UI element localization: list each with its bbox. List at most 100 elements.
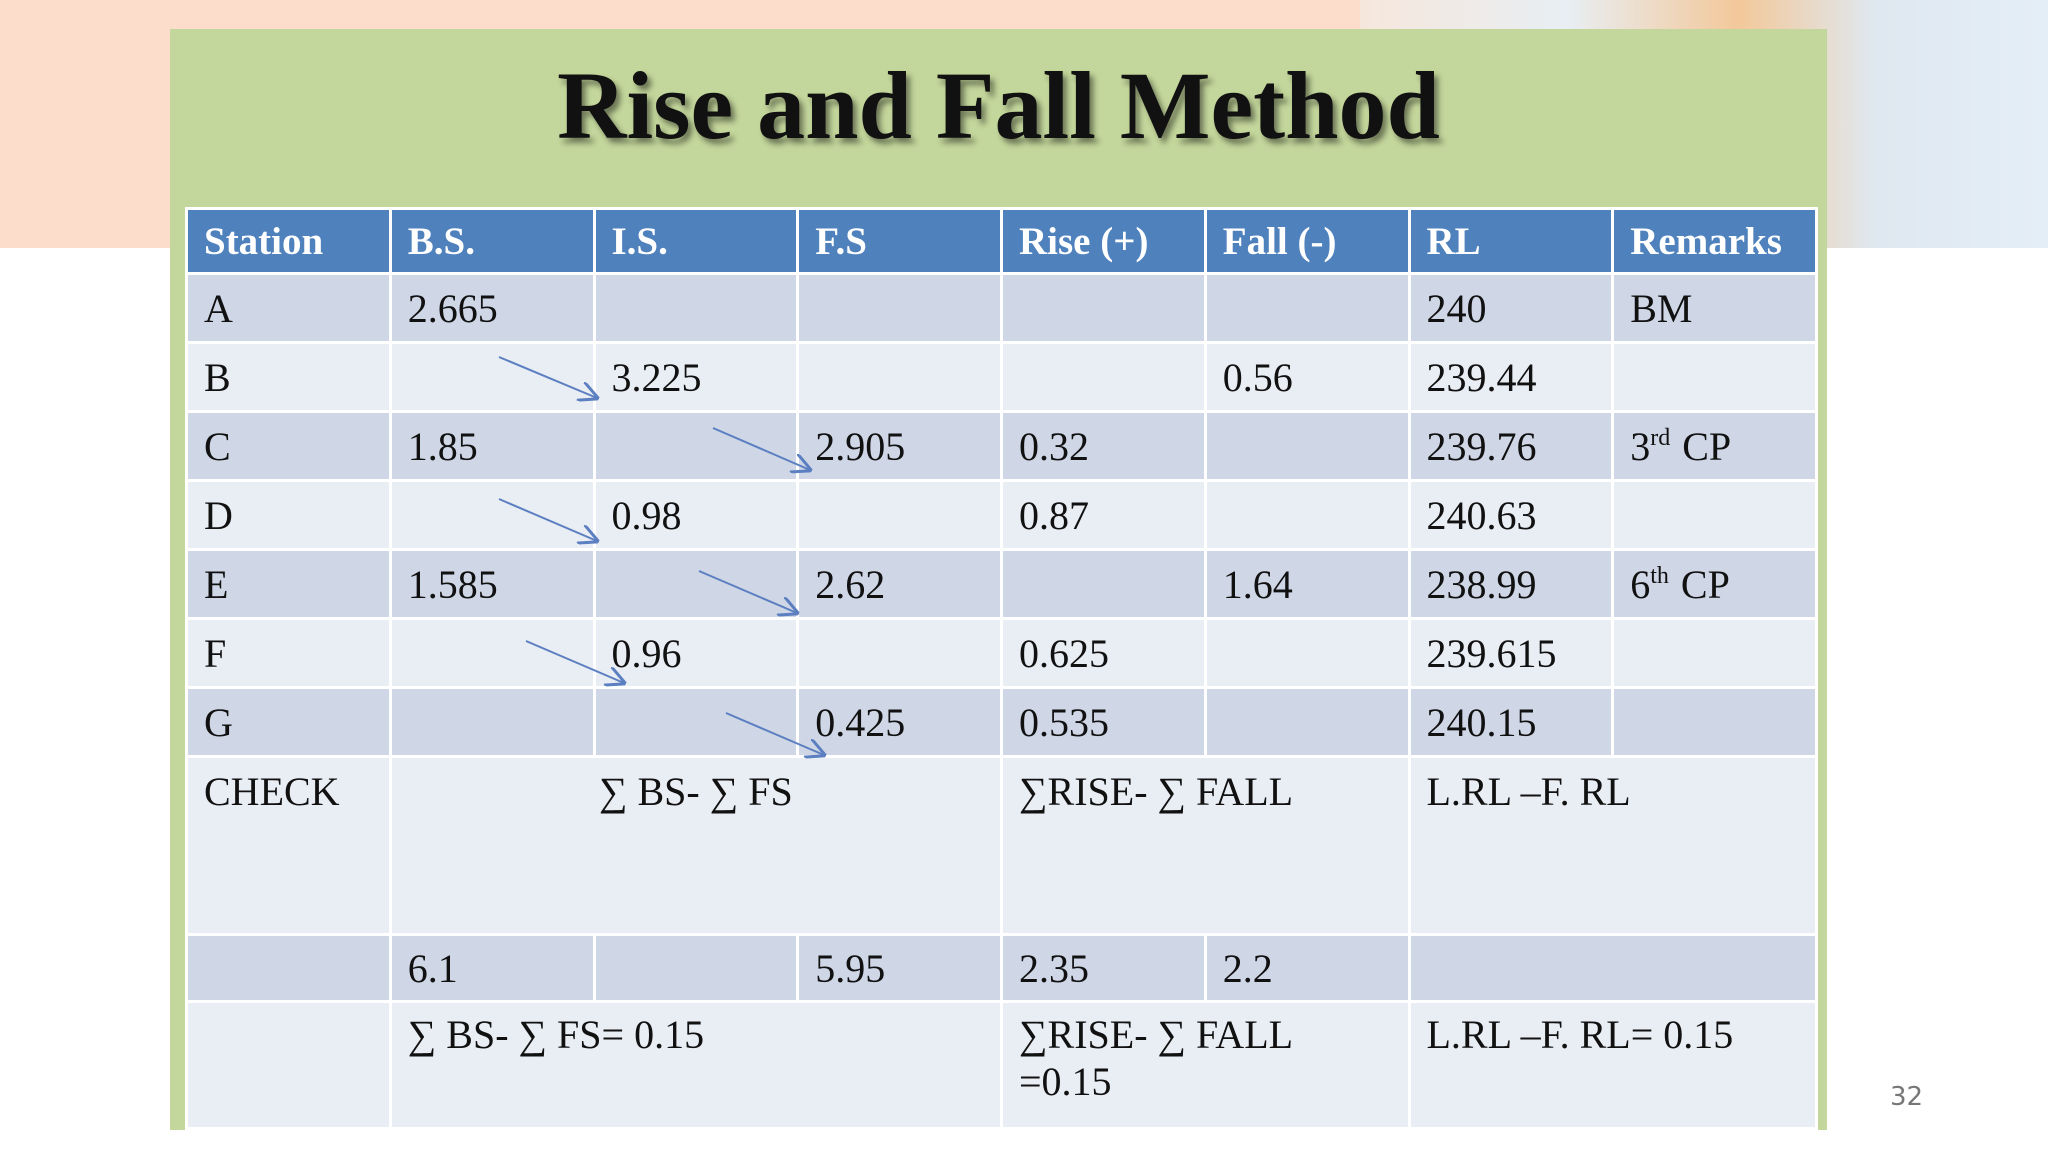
remark-cell: 3rd CP: [1611, 410, 1818, 482]
cell: 239.76: [1407, 410, 1615, 482]
empty-cell: [796, 341, 1003, 413]
empty-cell: [388, 617, 596, 689]
header-cell: B.S.: [388, 207, 596, 275]
check-rl: L.RL –F. RL: [1407, 755, 1818, 936]
cell: BM: [1611, 272, 1818, 344]
empty-cell: [1407, 933, 1818, 1003]
header-row: Station B.S. I.S. F.S Rise (+) Fall (-) RL Rema…: [185, 207, 1818, 275]
cell: 0.625: [1000, 617, 1207, 689]
empty-cell: [1611, 341, 1818, 413]
empty-cell: [592, 548, 800, 620]
check-rise-fall: ∑RISE- ∑ FALL: [1000, 755, 1411, 936]
cell: D: [185, 479, 392, 551]
cell: 0.535: [1000, 686, 1207, 758]
cell: 2.2: [1203, 933, 1411, 1003]
header-cell: Station: [185, 207, 392, 275]
empty-cell: [796, 479, 1003, 551]
header-cell: Rise (+): [1000, 207, 1207, 275]
data-row: F 0.96 0.625 239.615: [185, 617, 1818, 689]
cell: 2.665: [388, 272, 596, 344]
empty-cell: [1203, 617, 1411, 689]
data-row: C 1.85 2.905 0.32 239.76 3rd CP: [185, 410, 1818, 482]
cell: 239.44: [1407, 341, 1615, 413]
result-rise-fall: ∑RISE- ∑ FALL =0.15: [1000, 1000, 1411, 1130]
data-row: B 3.225 0.56 239.44: [185, 341, 1818, 413]
cell: F: [185, 617, 392, 689]
cell: 1.585: [388, 548, 596, 620]
cell: 1.85: [388, 410, 596, 482]
empty-cell: [592, 933, 800, 1003]
slide-title: Rise and Fall Method: [557, 52, 1440, 159]
check-bs-fs: ∑ BS- ∑ FS: [388, 755, 1004, 936]
empty-cell: [1000, 341, 1207, 413]
results-row: ∑ BS- ∑ FS= 0.15 ∑RISE- ∑ FALL =0.15 L.RL –…: [185, 1000, 1818, 1130]
empty-cell: [388, 686, 596, 758]
check-row: CHECK ∑ BS- ∑ FS ∑RISE- ∑ FALL L.RL –F. RL: [185, 755, 1818, 936]
cell: 0.56: [1203, 341, 1411, 413]
empty-cell: [1611, 686, 1818, 758]
empty-cell: [388, 479, 596, 551]
empty-cell: [796, 272, 1003, 344]
header-cell: Fall (-): [1203, 207, 1411, 275]
cell: 1.64: [1203, 548, 1411, 620]
header-cell: I.S.: [592, 207, 800, 275]
empty-cell: [185, 933, 392, 1003]
cell: 3.225: [592, 341, 800, 413]
header-cell: Remarks: [1611, 207, 1818, 275]
remark-cell: 6th CP: [1611, 548, 1818, 620]
empty-cell: [1000, 548, 1207, 620]
totals-row: 6.1 5.95 2.35 2.2: [185, 933, 1818, 1003]
cell: 238.99: [1407, 548, 1615, 620]
check-label: CHECK: [185, 755, 392, 936]
empty-cell: [1203, 686, 1411, 758]
data-row: D 0.98 0.87 240.63: [185, 479, 1818, 551]
result-rl: L.RL –F. RL= 0.15: [1407, 1000, 1818, 1130]
cell: 0.98: [592, 479, 800, 551]
cell: B: [185, 341, 392, 413]
empty-cell: [1203, 272, 1411, 344]
empty-cell: [592, 686, 800, 758]
cell: 6.1: [388, 933, 596, 1003]
levelling-table: Station B.S. I.S. F.S Rise (+) Fall (-) RL Rema…: [185, 207, 1818, 1130]
header-cell: RL: [1407, 207, 1615, 275]
result-line: ∑RISE- ∑ FALL: [1019, 1012, 1294, 1057]
cell: 5.95: [796, 933, 1003, 1003]
cell: 0.32: [1000, 410, 1207, 482]
cell: 0.87: [1000, 479, 1207, 551]
result-line: =0.15: [1019, 1059, 1112, 1104]
cell: 2.62: [796, 548, 1003, 620]
ordinal-number: 6: [1630, 561, 1651, 607]
cell: 240.15: [1407, 686, 1615, 758]
empty-cell: [1611, 617, 1818, 689]
data-row: G 0.425 0.535 240.15: [185, 686, 1818, 758]
cell: C: [185, 410, 392, 482]
cell: G: [185, 686, 392, 758]
data-row: A 2.665 240 BM: [185, 272, 1818, 344]
page-number: 32: [1890, 1082, 1924, 1112]
empty-cell: [1203, 410, 1411, 482]
remark-text: CP: [1682, 423, 1732, 469]
cell: 0.425: [796, 686, 1003, 758]
empty-cell: [1203, 479, 1411, 551]
ordinal-suffix: rd: [1650, 425, 1671, 452]
remark-text: CP: [1680, 561, 1730, 607]
cell: E: [185, 548, 392, 620]
empty-cell: [1611, 479, 1818, 551]
empty-cell: [1000, 272, 1207, 344]
cell: 240: [1407, 272, 1615, 344]
ordinal-suffix: th: [1650, 563, 1669, 590]
cell: 2.905: [796, 410, 1003, 482]
empty-cell: [388, 341, 596, 413]
empty-cell: [592, 410, 800, 482]
data-row: E 1.585 2.62 1.64 238.99 6th CP: [185, 548, 1818, 620]
cell: 239.615: [1407, 617, 1615, 689]
empty-cell: [796, 617, 1003, 689]
empty-cell: [592, 272, 800, 344]
cell: 2.35: [1000, 933, 1207, 1003]
cell: 240.63: [1407, 479, 1615, 551]
cell: A: [185, 272, 392, 344]
result-bs-fs: ∑ BS- ∑ FS= 0.15: [388, 1000, 1004, 1130]
empty-cell: [185, 1000, 392, 1130]
ordinal-number: 3: [1630, 423, 1651, 469]
